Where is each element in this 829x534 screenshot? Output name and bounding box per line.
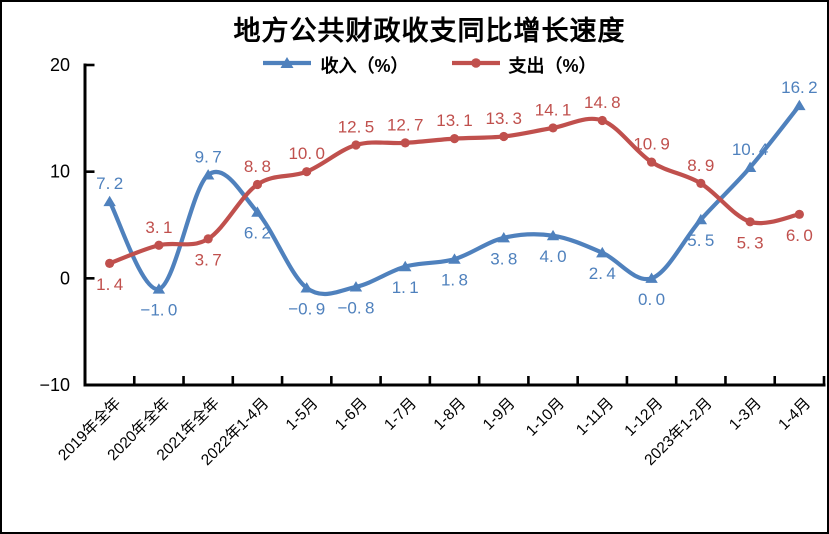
income-data-label: 3. 8 xyxy=(490,249,517,268)
expenditure-point-marker xyxy=(548,123,558,133)
income-data-label: −0. 9 xyxy=(288,299,325,318)
triangle-legend-glyph xyxy=(263,56,312,68)
expenditure-data-label: 8. 8 xyxy=(244,157,271,176)
income-line-marker-icon xyxy=(262,55,312,76)
income-data-label: 16. 2 xyxy=(781,78,818,97)
income-data-label: −1. 0 xyxy=(140,301,177,320)
x-axis-category-label: 1-6月 xyxy=(332,395,371,434)
expenditure-point-marker xyxy=(499,131,509,142)
income-point-marker xyxy=(201,169,215,180)
y-axis-tick-label: 0 xyxy=(60,268,70,288)
income-data-label: 4. 0 xyxy=(540,247,567,266)
income-point-marker xyxy=(152,283,166,294)
expenditure-data-label: 1. 4 xyxy=(96,275,123,294)
expenditure-point-marker xyxy=(745,217,755,227)
circle-legend-glyph xyxy=(451,57,500,68)
expenditure-point-marker xyxy=(449,134,460,144)
income-data-label: 6. 2 xyxy=(244,224,271,243)
expenditure-data-label: 6. 0 xyxy=(786,226,813,245)
income-point-marker xyxy=(546,229,560,241)
expenditure-data-label: 8. 9 xyxy=(687,156,714,175)
legend-label-expenditure: 支出（%） xyxy=(508,56,597,76)
expenditure-point-marker xyxy=(302,167,312,177)
x-axis-category-label: 1-9月 xyxy=(480,395,519,434)
expenditure-point-marker xyxy=(351,140,361,150)
income-point-marker xyxy=(448,253,461,264)
income-data-label: 7. 2 xyxy=(96,174,123,193)
legend-label-income: 收入（%） xyxy=(320,56,409,76)
y-axis-tick-label: −10 xyxy=(39,375,70,395)
expenditure-data-label: 10. 9 xyxy=(633,135,670,154)
chart-title: 地方公共财政收支同比增长速度 xyxy=(233,16,626,46)
expenditure-data-label: 5. 3 xyxy=(737,233,764,252)
income-point-marker xyxy=(645,272,658,283)
expenditure-data-label: 3. 1 xyxy=(145,218,172,237)
legend-item-expenditure: 支出（%） xyxy=(451,52,597,78)
income-point-marker xyxy=(694,213,708,225)
x-axis-category-label: 1-12月 xyxy=(621,395,666,440)
expenditure-point-marker xyxy=(696,178,706,188)
y-axis-tick-label: 10 xyxy=(50,162,70,182)
income-point-marker xyxy=(349,281,363,292)
expenditure-data-label: 3. 7 xyxy=(195,250,222,269)
income-data-label: −0. 8 xyxy=(337,298,374,317)
income-data-label: 1. 1 xyxy=(392,278,419,297)
expenditure-data-label: 12. 5 xyxy=(338,118,375,137)
expenditure-point-marker xyxy=(400,138,410,148)
expenditure-point-marker xyxy=(646,157,657,167)
income-point-marker xyxy=(497,232,510,243)
x-axis-category-label: 1-4月 xyxy=(775,395,814,434)
x-axis-category-label: 1-8月 xyxy=(431,395,470,434)
x-axis-category-label: 1-11月 xyxy=(573,395,617,439)
expenditure-point-marker xyxy=(252,179,263,190)
expenditure-data-label: 14. 1 xyxy=(535,100,572,119)
income-data-label: 9. 7 xyxy=(195,147,222,166)
legend-item-income: 收入（%） xyxy=(262,52,409,78)
x-axis-category-label: 1-3月 xyxy=(726,395,765,434)
income-point-marker xyxy=(743,161,757,172)
expenditure-data-label: 13. 3 xyxy=(486,109,523,128)
expenditure-point-marker xyxy=(203,234,213,244)
expenditure-data-label: 13. 1 xyxy=(436,111,473,130)
y-axis-tick-label: 20 xyxy=(50,55,70,75)
expenditure-point-marker xyxy=(154,240,164,250)
x-axis-category-label: 1-5月 xyxy=(283,395,322,434)
income-point-marker xyxy=(596,246,609,258)
income-point-marker xyxy=(103,195,116,207)
income-point-marker xyxy=(399,260,412,272)
expenditure-point-marker xyxy=(597,115,607,126)
income-data-label: 5. 5 xyxy=(687,231,714,250)
chart-legend: 收入（%） 支出（%） xyxy=(2,52,827,78)
expenditure-data-label: 10. 0 xyxy=(288,144,325,163)
expenditure-point-marker xyxy=(794,209,804,219)
income-point-marker xyxy=(793,99,806,111)
expenditure-point-marker xyxy=(105,258,115,268)
expenditure-line-marker-icon xyxy=(451,55,501,76)
income-data-label: 2. 4 xyxy=(589,264,616,283)
expenditure-data-label: 14. 8 xyxy=(584,93,621,112)
income-data-label: 1. 8 xyxy=(441,271,468,290)
income-point-marker xyxy=(251,206,264,217)
income-data-label: 0. 0 xyxy=(638,290,665,309)
x-axis-category-label: 1-10月 xyxy=(523,395,568,440)
income-point-marker xyxy=(300,282,313,293)
income-data-label: 10. 4 xyxy=(732,140,769,159)
expenditure-data-label: 12. 7 xyxy=(387,115,424,134)
x-axis-category-label: 1-7月 xyxy=(381,395,420,434)
